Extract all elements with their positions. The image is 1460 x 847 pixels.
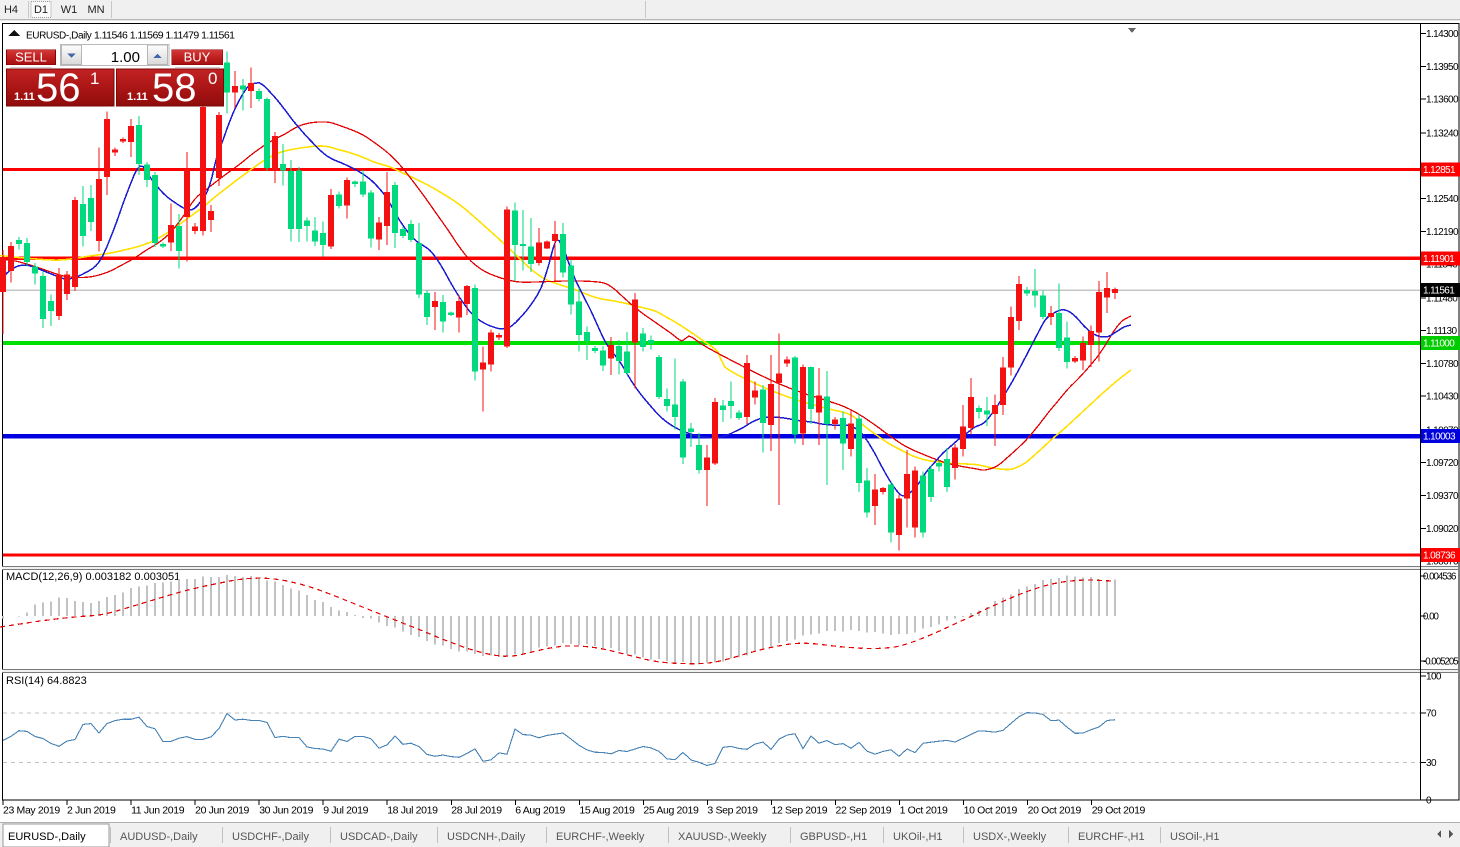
svg-text:0: 0: [208, 69, 217, 88]
svg-text:1.09370: 1.09370: [1426, 491, 1459, 502]
svg-text:1.14300: 1.14300: [1426, 29, 1459, 40]
svg-text:10 Oct 2019: 10 Oct 2019: [964, 805, 1018, 817]
svg-text:UKOil-,H1: UKOil-,H1: [893, 831, 943, 843]
svg-text:XAUUSD-,Weekly: XAUUSD-,Weekly: [678, 831, 767, 843]
svg-text:28 Jul 2019: 28 Jul 2019: [451, 805, 502, 817]
svg-text:RSI(14) 64.8823: RSI(14) 64.8823: [6, 675, 87, 687]
svg-text:20 Jun 2019: 20 Jun 2019: [195, 805, 249, 817]
svg-text:H4: H4: [4, 4, 18, 16]
svg-text:BUY: BUY: [184, 50, 211, 65]
svg-text:11 Jun 2019: 11 Jun 2019: [131, 805, 185, 817]
svg-text:6 Aug 2019: 6 Aug 2019: [515, 805, 565, 817]
svg-text:18 Jul 2019: 18 Jul 2019: [387, 805, 438, 817]
svg-text:25 Aug 2019: 25 Aug 2019: [643, 805, 699, 817]
svg-text:EURCHF-,H1: EURCHF-,H1: [1078, 831, 1145, 843]
svg-text:1.11546 1.11569 1.11479 1.1156: 1.11546 1.11569 1.11479 1.11561: [94, 30, 235, 42]
svg-text:58: 58: [152, 66, 197, 110]
svg-text:3 Sep 2019: 3 Sep 2019: [707, 805, 758, 817]
svg-text:1: 1: [90, 69, 99, 88]
svg-text:D1: D1: [34, 4, 48, 16]
svg-text:1.08670: 1.08670: [1426, 557, 1459, 568]
svg-text:1.13240: 1.13240: [1426, 128, 1459, 139]
svg-text:MACD(12,26,9) 0.003182 0.00305: MACD(12,26,9) 0.003182 0.003051: [6, 571, 180, 583]
svg-text:1.11: 1.11: [14, 91, 35, 103]
svg-text:1.10780: 1.10780: [1426, 359, 1459, 370]
svg-text:0: 0: [1426, 795, 1432, 806]
svg-text:56: 56: [36, 66, 81, 110]
svg-text:MN: MN: [87, 4, 104, 16]
svg-text:1.10003: 1.10003: [1423, 432, 1456, 443]
svg-text:1.12540: 1.12540: [1426, 194, 1459, 205]
svg-text:0.00: 0.00: [1423, 611, 1439, 622]
svg-text:70: 70: [1426, 709, 1437, 720]
svg-text:1 Oct 2019: 1 Oct 2019: [900, 805, 948, 817]
svg-text:12 Sep 2019: 12 Sep 2019: [772, 805, 828, 817]
svg-text:30: 30: [1426, 758, 1437, 769]
svg-text:EURUSD-,Daily: EURUSD-,Daily: [8, 831, 86, 843]
svg-text:100: 100: [1426, 672, 1442, 683]
svg-text:9 Jul 2019: 9 Jul 2019: [323, 805, 368, 817]
svg-text:USOil-,H1: USOil-,H1: [1170, 831, 1220, 843]
svg-text:GBPUSD-,H1: GBPUSD-,H1: [800, 831, 867, 843]
svg-text:1.00: 1.00: [111, 49, 140, 66]
svg-text:USDX-,Weekly: USDX-,Weekly: [973, 831, 1047, 843]
svg-text:1.11480: 1.11480: [1426, 293, 1458, 304]
svg-text:USDCNH-,Daily: USDCNH-,Daily: [447, 831, 526, 843]
svg-text:1.09020: 1.09020: [1426, 524, 1459, 535]
svg-text:USDCHF-,Daily: USDCHF-,Daily: [232, 831, 310, 843]
svg-text:1.08736: 1.08736: [1423, 550, 1456, 561]
svg-text:SELL: SELL: [15, 50, 47, 65]
svg-text:22 Sep 2019: 22 Sep 2019: [836, 805, 892, 817]
svg-text:2 Jun 2019: 2 Jun 2019: [67, 805, 116, 817]
svg-text:0.004536: 0.004536: [1423, 572, 1456, 583]
svg-text:20 Oct 2019: 20 Oct 2019: [1028, 805, 1082, 817]
svg-text:1.12190: 1.12190: [1426, 227, 1459, 238]
svg-text:EURUSD-,Daily: EURUSD-,Daily: [26, 31, 92, 42]
svg-text:-0.005205: -0.005205: [1423, 657, 1458, 668]
svg-text:1.11130: 1.11130: [1426, 326, 1458, 337]
svg-text:1.11: 1.11: [127, 91, 148, 103]
svg-text:W1: W1: [61, 4, 78, 16]
svg-text:1.11561: 1.11561: [1423, 286, 1455, 297]
svg-text:1.10430: 1.10430: [1426, 392, 1459, 403]
svg-text:29 Oct 2019: 29 Oct 2019: [1092, 805, 1146, 817]
svg-text:AUDUSD-,Daily: AUDUSD-,Daily: [120, 831, 198, 843]
svg-text:30 Jun 2019: 30 Jun 2019: [259, 805, 313, 817]
svg-text:15 Aug 2019: 15 Aug 2019: [579, 805, 635, 817]
svg-text:1.11901: 1.11901: [1423, 254, 1455, 265]
svg-text:23 May 2019: 23 May 2019: [3, 805, 60, 817]
svg-text:1.09720: 1.09720: [1426, 458, 1459, 469]
svg-text:USDCAD-,Daily: USDCAD-,Daily: [340, 831, 418, 843]
svg-text:1.13950: 1.13950: [1426, 62, 1459, 73]
svg-text:1.12851: 1.12851: [1423, 165, 1456, 176]
svg-text:EURCHF-,Weekly: EURCHF-,Weekly: [556, 831, 645, 843]
svg-text:1.13600: 1.13600: [1426, 95, 1459, 106]
svg-text:1.11000: 1.11000: [1423, 338, 1455, 349]
